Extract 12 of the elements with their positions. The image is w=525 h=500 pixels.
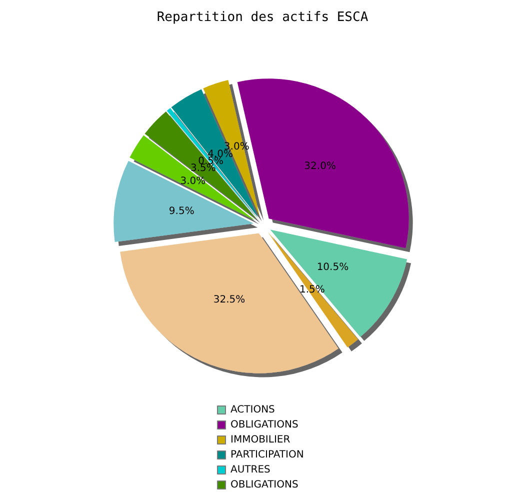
legend-label: ACTIONS	[230, 404, 275, 416]
legend-label: OBLIGATIONS	[230, 480, 298, 490]
chart-title: Repartition des actifs ESCA	[156, 10, 368, 25]
legend-label: PARTICIPATION	[230, 450, 304, 460]
data-label: 9.5%	[168, 206, 194, 217]
data-label: 10.5%	[316, 262, 349, 273]
data-label: 3.0%	[180, 176, 206, 188]
legend-label: IMMOBILIER	[230, 434, 290, 446]
legend-label: OBLIGATIONS	[230, 420, 298, 430]
data-label: 32.5%	[213, 294, 246, 306]
data-label: 32.0%	[304, 161, 336, 172]
legend-label: AUTRES	[230, 464, 270, 476]
